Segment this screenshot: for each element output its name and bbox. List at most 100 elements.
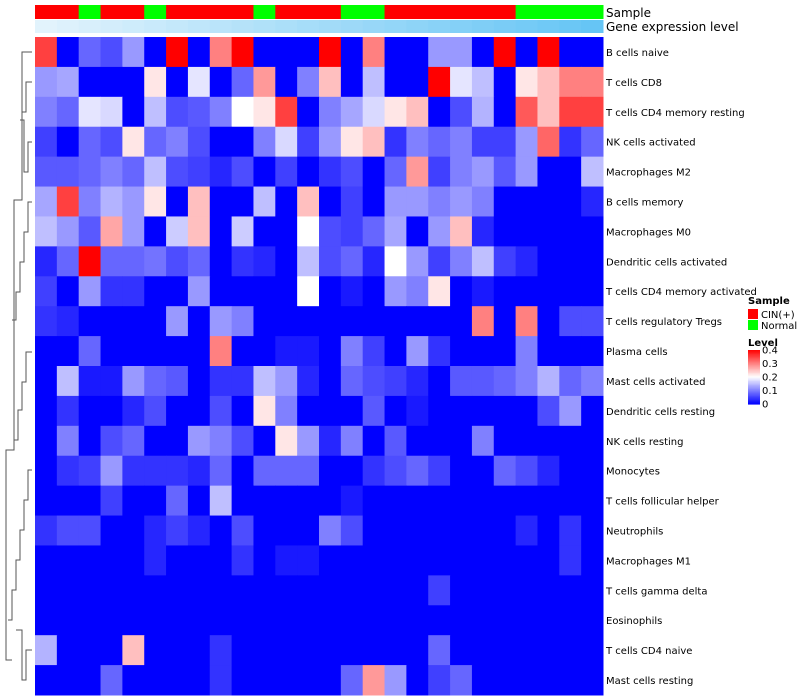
expression-level-cell (35, 20, 58, 33)
heatmap-cell (187, 635, 211, 666)
heatmap-cell (144, 126, 167, 158)
heatmap-cell (209, 96, 233, 128)
heatmap-cell (581, 276, 604, 307)
heatmap-cell (253, 246, 276, 277)
heatmap-cell (56, 455, 80, 487)
heatmap-cell (515, 246, 538, 277)
expression-level-cell (209, 20, 233, 33)
heatmap-cell (78, 395, 102, 427)
heatmap-cell (231, 66, 254, 98)
heatmap-cell (209, 605, 233, 636)
heatmap-cell (275, 545, 298, 576)
heatmap-cell (340, 186, 364, 217)
heatmap-cell (384, 336, 407, 367)
sample-annotation-cell (56, 5, 80, 19)
heatmap-cell (144, 156, 167, 188)
heatmap-cell (231, 306, 254, 337)
heatmap-cell (78, 276, 102, 307)
expression-level-cell (275, 20, 298, 33)
heatmap-cell (187, 246, 211, 277)
level-legend-tick: 0.1 (762, 386, 778, 397)
heatmap-cell (166, 575, 189, 606)
heatmap-cell (537, 485, 560, 517)
sample-legend-swatch (748, 309, 758, 319)
heatmap-cell (537, 216, 560, 247)
heatmap-cell (362, 37, 386, 68)
heatmap-cell (406, 37, 429, 68)
heatmap-cell (297, 425, 320, 457)
heatmap-cell (144, 306, 167, 337)
level-legend-gradient-step (748, 379, 760, 382)
expression-level-cell (406, 20, 429, 33)
heatmap-cell (78, 635, 102, 666)
heatmap-cell (450, 156, 473, 188)
heatmap-cell (231, 635, 254, 666)
heatmap-cell (406, 186, 429, 217)
heatmap-cell (493, 545, 517, 576)
heatmap-cell (297, 37, 320, 68)
expression-level-cell (253, 20, 276, 33)
level-legend-gradient-step (748, 363, 760, 366)
heatmap-cell (581, 186, 604, 217)
heatmap-cell (319, 515, 342, 546)
heatmap-cell (340, 126, 364, 158)
heatmap-cell (297, 156, 320, 188)
heatmap-cell (493, 366, 517, 397)
heatmap-cell (56, 366, 80, 397)
heatmap-cell (471, 366, 495, 397)
heatmap-cell (471, 635, 495, 666)
level-legend-gradient-step (748, 385, 760, 388)
heatmap-cell (319, 575, 342, 606)
heatmap-cell (275, 276, 298, 307)
heatmap-cell (362, 545, 386, 576)
heatmap-cell (471, 66, 495, 98)
heatmap-cell (515, 605, 538, 636)
sample-annotation-cell (406, 5, 429, 19)
heatmap-cell (122, 126, 145, 158)
row-label: B cells memory (606, 198, 683, 209)
heatmap-cell (100, 635, 123, 666)
heatmap-cell (340, 605, 364, 636)
heatmap-cell (581, 216, 604, 247)
heatmap-cell (122, 66, 145, 98)
level-legend-gradient-step (748, 367, 760, 370)
heatmap-cell (100, 96, 123, 128)
heatmap-cell (209, 276, 233, 307)
heatmap-cell (581, 126, 604, 158)
heatmap-cell (515, 216, 538, 247)
heatmap-cell (537, 515, 560, 546)
heatmap-cell (450, 37, 473, 68)
heatmap-cell (35, 665, 58, 696)
heatmap-cell (166, 455, 189, 487)
heatmap-cell (559, 545, 582, 576)
heatmap-cell (471, 425, 495, 457)
heatmap-cell (122, 485, 145, 517)
heatmap-cell (209, 485, 233, 517)
heatmap-cell (319, 37, 342, 68)
heatmap-cell (319, 605, 342, 636)
heatmap-cell (515, 485, 538, 517)
heatmap-cell (319, 336, 342, 367)
heatmap-cell (275, 605, 298, 636)
heatmap-cell (209, 37, 233, 68)
heatmap-cell (209, 665, 233, 696)
heatmap-cell (362, 665, 386, 696)
heatmap-cell (144, 395, 167, 427)
heatmap-cell (209, 575, 233, 606)
heatmap-cell (56, 635, 80, 666)
heatmap-cell (581, 545, 604, 576)
heatmap-cell (275, 66, 298, 98)
heatmap-cell (122, 635, 145, 666)
heatmap-cell (35, 37, 58, 68)
expression-level-cell (450, 20, 473, 33)
heatmap-cell (122, 575, 145, 606)
heatmap-cell (78, 246, 102, 277)
heatmap-cell (559, 66, 582, 98)
heatmap-cell (537, 276, 560, 307)
heatmap-cell (297, 216, 320, 247)
heatmap-cell (78, 186, 102, 217)
heatmap-cell (187, 186, 211, 217)
sample-annotation-cell (384, 5, 407, 19)
heatmap-cell (362, 425, 386, 457)
heatmap-cell (537, 37, 560, 68)
